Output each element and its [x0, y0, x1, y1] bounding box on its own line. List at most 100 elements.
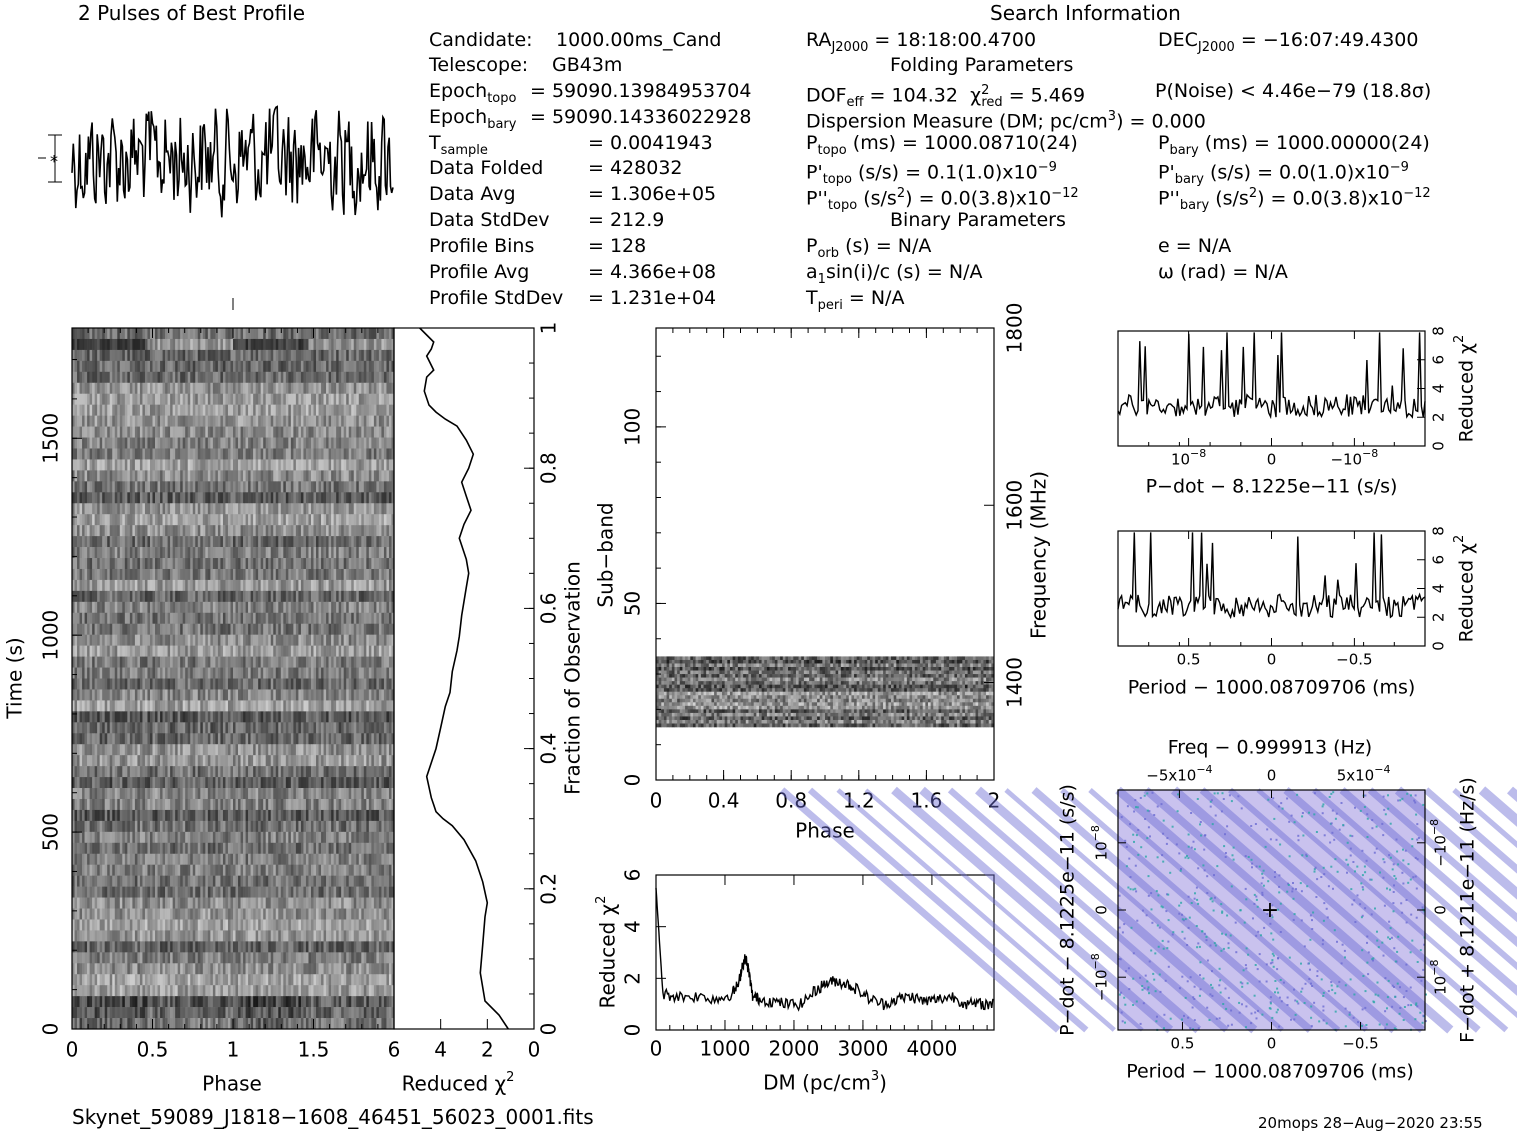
- tp-cell: [185, 613, 188, 624]
- tp-cell: [278, 328, 281, 339]
- tp-cell: [246, 481, 249, 492]
- tp-cell: [308, 350, 311, 361]
- tp-cell: [215, 536, 218, 547]
- tp-cell: [175, 448, 178, 459]
- tp-cell: [77, 481, 80, 492]
- tp-cell: [356, 427, 359, 438]
- tp-cell: [243, 657, 246, 668]
- tp-cell: [107, 383, 110, 394]
- tp-cell: [261, 744, 264, 755]
- tp-cell: [90, 394, 93, 405]
- tp-cell: [296, 700, 299, 711]
- tp-cell: [165, 339, 168, 350]
- tp-cell: [346, 536, 349, 547]
- tp-cell: [351, 361, 354, 372]
- tp-cell: [87, 700, 90, 711]
- tp-cell: [200, 711, 203, 722]
- tp-cell: [314, 536, 317, 547]
- tp-cell: [291, 459, 294, 470]
- tp-cell: [366, 569, 369, 580]
- tp-cell: [341, 711, 344, 722]
- tp-cell: [251, 350, 254, 361]
- tp-cell: [256, 481, 259, 492]
- tp-cell: [359, 722, 362, 733]
- tp-cell: [87, 646, 90, 657]
- tp-cell: [160, 438, 163, 449]
- tp-cell: [120, 427, 123, 438]
- tp-cell: [75, 481, 78, 492]
- tp-cell: [301, 668, 304, 679]
- tp-cell: [374, 657, 377, 668]
- tp-cell: [185, 328, 188, 339]
- tp-cell: [170, 744, 173, 755]
- tp-cell: [278, 668, 281, 679]
- tp-cell: [243, 689, 246, 700]
- tp-cell: [215, 558, 218, 569]
- tp-cell: [165, 394, 168, 405]
- tp-cell: [163, 416, 166, 427]
- tp-cell: [308, 481, 311, 492]
- tp-cell: [316, 602, 319, 613]
- tp-cell: [379, 361, 382, 372]
- tp-cell: [142, 657, 145, 668]
- tp-cell: [102, 700, 105, 711]
- tp-cell: [145, 459, 148, 470]
- tp-cell: [321, 711, 324, 722]
- tp-cell: [145, 514, 148, 525]
- tp-cell: [379, 339, 382, 350]
- tp-cell: [331, 459, 334, 470]
- tp-cell: [140, 744, 143, 755]
- tp-cell: [210, 350, 213, 361]
- tp-cell: [298, 503, 301, 514]
- tp-cell: [371, 547, 374, 558]
- tp-cell: [314, 394, 317, 405]
- tp-cell: [326, 679, 329, 690]
- tp-cell: [77, 635, 80, 646]
- tp-cell: [286, 536, 289, 547]
- tp-cell: [268, 339, 271, 350]
- tp-cell: [142, 459, 145, 470]
- tp-cell: [117, 646, 120, 657]
- tp-cell: [311, 547, 314, 558]
- tp-cell: [115, 547, 118, 558]
- tp-cell: [339, 448, 342, 459]
- tp-cell: [278, 459, 281, 470]
- tp-cell: [354, 547, 357, 558]
- tp-cell: [165, 657, 168, 668]
- tp-cell: [371, 602, 374, 613]
- tp-cell: [218, 547, 221, 558]
- tp-cell: [127, 372, 130, 383]
- tp-cell: [90, 580, 93, 591]
- tp-cell: [120, 514, 123, 525]
- tp-cell: [220, 569, 223, 580]
- tp-cell: [243, 744, 246, 755]
- tp-cell: [122, 492, 125, 503]
- tp-cell: [87, 361, 90, 372]
- tp-cell: [170, 383, 173, 394]
- tp-cell: [301, 438, 304, 449]
- tp-cell: [311, 711, 314, 722]
- tp-cell: [319, 711, 322, 722]
- tp-cell: [349, 481, 352, 492]
- tp-cell: [215, 503, 218, 514]
- tp-cell: [326, 689, 329, 700]
- tp-cell: [230, 350, 233, 361]
- tp-cell: [90, 383, 93, 394]
- tp-cell: [82, 635, 85, 646]
- tp-cell: [173, 459, 176, 470]
- tp-cell: [381, 700, 384, 711]
- tp-cell: [248, 635, 251, 646]
- tp-cell: [246, 722, 249, 733]
- tp-cell: [140, 503, 143, 514]
- tp-cell: [261, 416, 264, 427]
- tp-cell: [168, 613, 171, 624]
- tp-cell: [389, 339, 392, 350]
- tp-cell: [178, 361, 181, 372]
- tp-cell: [311, 700, 314, 711]
- tp-cell: [85, 635, 88, 646]
- tp-cell: [278, 547, 281, 558]
- tp-cell: [127, 481, 130, 492]
- tp-cell: [132, 635, 135, 646]
- tp-cell: [125, 470, 128, 481]
- tp-cell: [160, 657, 163, 668]
